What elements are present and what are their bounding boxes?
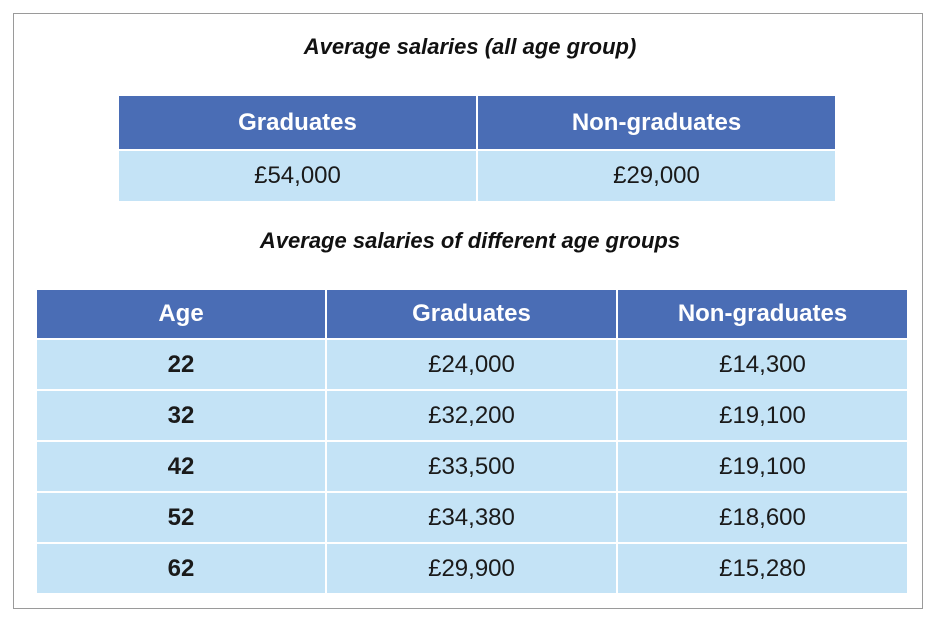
cell-age: 22 — [35, 338, 327, 391]
header-non-graduates: Non-graduates — [616, 288, 909, 340]
cell-age: 62 — [35, 542, 327, 595]
cell-non-graduates-salary: £19,100 — [616, 440, 909, 493]
cell-graduates-salary: £34,380 — [325, 491, 618, 544]
cell-non-graduates-salary: £19,100 — [616, 389, 909, 442]
cell-age: 52 — [35, 491, 327, 544]
age-group-salary-table: Age Graduates Non-graduates 22 £24,000 £… — [35, 288, 909, 595]
cell-non-graduates-salary: £14,300 — [616, 338, 909, 391]
summary-salary-table: Graduates Non-graduates £54,000 £29,000 — [117, 94, 837, 203]
header-age: Age — [35, 288, 327, 340]
header-graduates: Graduates — [325, 288, 618, 340]
table-header-row: Graduates Non-graduates — [117, 94, 837, 151]
table-row: 52 £34,380 £18,600 — [35, 491, 909, 544]
table-row: 32 £32,200 £19,100 — [35, 389, 909, 442]
age-table-title: Average salaries of different age groups — [259, 228, 681, 253]
table-row: 22 £24,000 £14,300 — [35, 338, 909, 391]
cell-graduates-salary: £33,500 — [325, 440, 618, 493]
header-non-graduates: Non-graduates — [476, 94, 837, 151]
table-row: 62 £29,900 £15,280 — [35, 542, 909, 595]
cell-non-graduates-salary: £29,000 — [476, 149, 837, 203]
cell-age: 32 — [35, 389, 327, 442]
cell-age: 42 — [35, 440, 327, 493]
cell-graduates-salary: £54,000 — [117, 149, 478, 203]
table-header-row: Age Graduates Non-graduates — [35, 288, 909, 340]
cell-non-graduates-salary: £15,280 — [616, 542, 909, 595]
table-row: 42 £33,500 £19,100 — [35, 440, 909, 493]
cell-non-graduates-salary: £18,600 — [616, 491, 909, 544]
cell-graduates-salary: £24,000 — [325, 338, 618, 391]
summary-table-title: Average salaries (all age group) — [303, 34, 637, 59]
table-row: £54,000 £29,000 — [117, 149, 837, 203]
cell-graduates-salary: £32,200 — [325, 389, 618, 442]
header-graduates: Graduates — [117, 94, 478, 151]
cell-graduates-salary: £29,900 — [325, 542, 618, 595]
